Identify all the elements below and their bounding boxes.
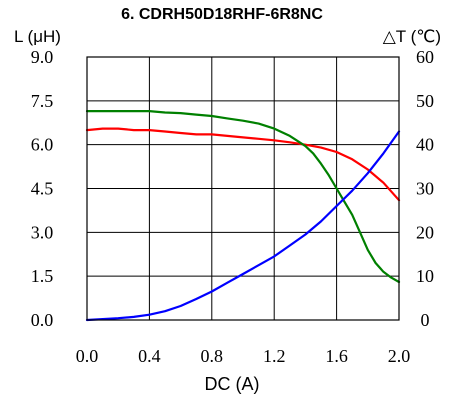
x-tick-label: 0.0 <box>76 346 99 366</box>
y-right-tick-label: 20 <box>416 222 434 242</box>
y-left-tick-label: 4.5 <box>31 179 54 199</box>
x-tick-label: 0.8 <box>201 346 224 366</box>
y-left-tick-label: 9.0 <box>31 47 54 67</box>
y-left-tick-label: 0.0 <box>31 310 54 330</box>
y-right-tick-label: 0 <box>421 310 430 330</box>
y-right-tick-label: 30 <box>416 179 434 199</box>
series-line-1 <box>85 127 401 202</box>
y-right-tick-label: 60 <box>416 47 434 67</box>
y-right-tick-label: 10 <box>416 266 434 286</box>
tick-labels: 0.0 0.4 0.8 1.2 1.6 2.0 0.0 1.5 3.0 4.5 6.0 7.5 9.0 0… <box>31 47 434 366</box>
right-axis-label: △T (℃) <box>383 27 441 46</box>
y-right-tick-label: 50 <box>416 91 434 111</box>
grid <box>86 56 400 321</box>
chart-title: 6. CDRH50D18RHF-6R8NC <box>121 6 323 23</box>
plot-frame <box>86 56 400 321</box>
y-right-tick-label: 40 <box>416 135 434 155</box>
x-tick-label: 1.2 <box>263 346 286 366</box>
x-tick-label: 2.0 <box>388 346 411 366</box>
y-left-tick-label: 6.0 <box>31 135 54 155</box>
x-tick-label: 0.4 <box>138 346 161 366</box>
series-line-3 <box>85 130 401 322</box>
x-tick-label: 1.6 <box>325 346 348 366</box>
series-line-2 <box>85 109 401 284</box>
series-lines <box>85 109 401 322</box>
y-left-tick-label: 7.5 <box>31 91 54 111</box>
y-left-tick-label: 3.0 <box>31 222 54 242</box>
left-axis-label: L (μH) <box>14 27 61 46</box>
x-axis-label: DC (A) <box>205 374 260 394</box>
y-left-tick-label: 1.5 <box>31 266 54 286</box>
